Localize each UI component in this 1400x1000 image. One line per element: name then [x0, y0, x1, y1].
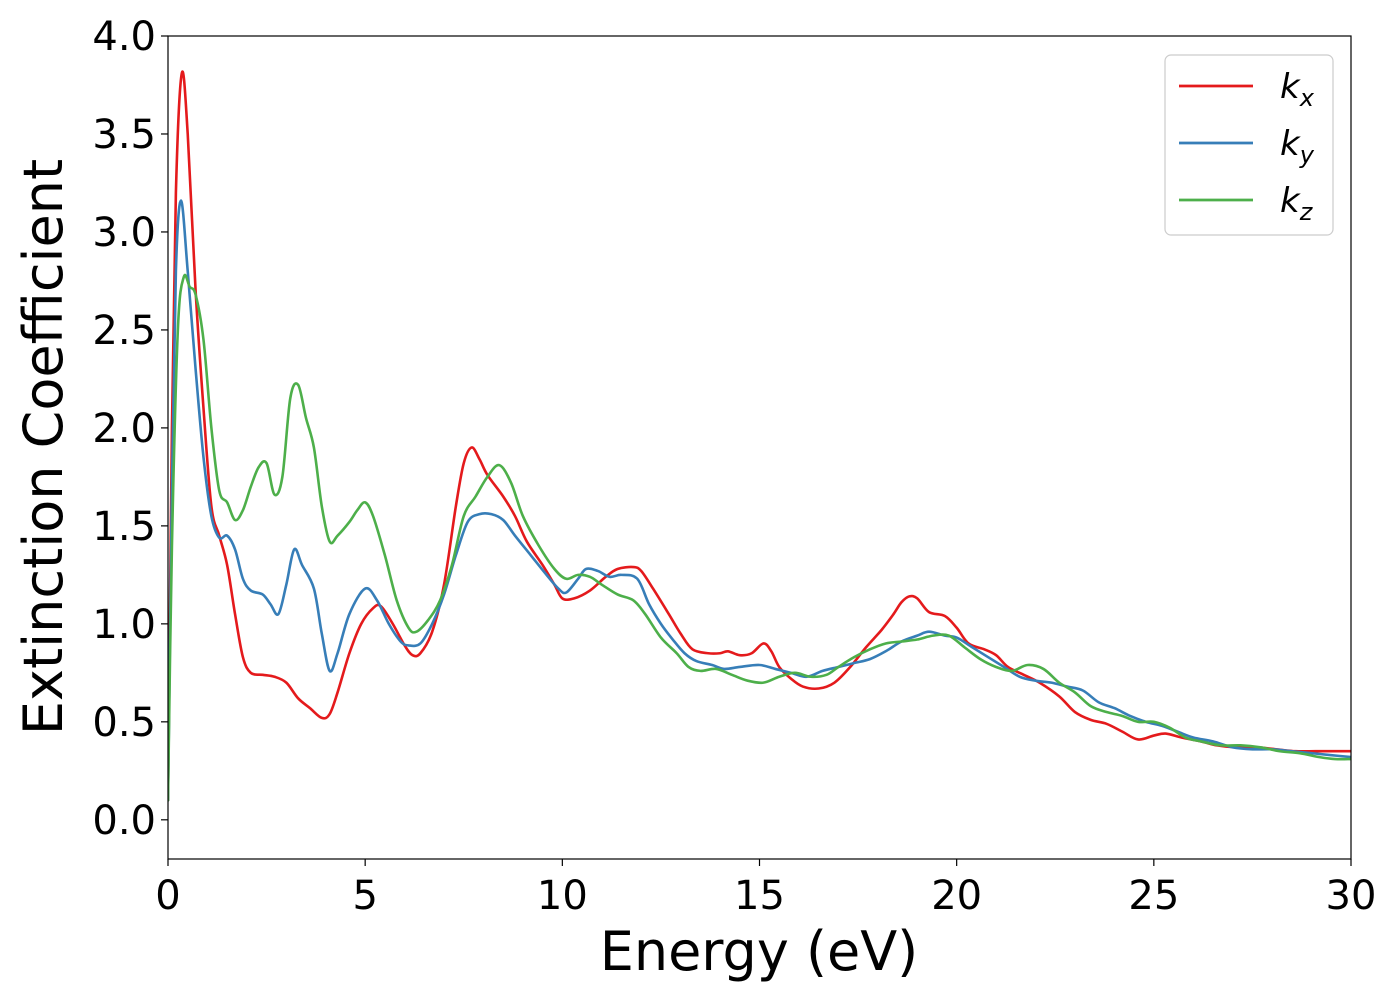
y-tick-label: 0.5: [92, 700, 156, 746]
y-tick-label: 2.0: [92, 406, 156, 452]
x-tick-label: 10: [537, 873, 588, 919]
series-line-y: [168, 199, 1351, 802]
legend-box: [1164, 54, 1334, 236]
x-axis-title: Energy (eV): [600, 920, 919, 983]
series-line-x: [168, 70, 1351, 802]
y-tick-label: 1.5: [92, 504, 156, 550]
x-tick-label: 30: [1326, 873, 1377, 919]
x-tick-label: 25: [1128, 873, 1179, 919]
series-line-z: [168, 273, 1351, 802]
y-axis-title: Extinction Coefficient: [12, 159, 75, 735]
y-tick-label: 1.0: [92, 602, 156, 648]
x-tick-label: 15: [734, 873, 785, 919]
y-axis-ticks: 0.0 0.5 1.0 1.5 2.0 2.5 3.0 3.5 4.0: [92, 14, 168, 844]
x-tick-label: 5: [352, 873, 377, 919]
x-tick-label: 0: [155, 873, 180, 919]
y-tick-label: 4.0: [92, 14, 156, 60]
y-tick-label: 0.0: [92, 798, 156, 844]
x-tick-label: 20: [931, 873, 982, 919]
series-layer: [168, 70, 1351, 802]
y-tick-label: 3.0: [92, 210, 156, 256]
y-tick-label: 2.5: [92, 308, 156, 354]
x-axis-ticks: 0 5 10 15 20 25 30: [155, 859, 1376, 919]
y-tick-label: 3.5: [92, 112, 156, 158]
